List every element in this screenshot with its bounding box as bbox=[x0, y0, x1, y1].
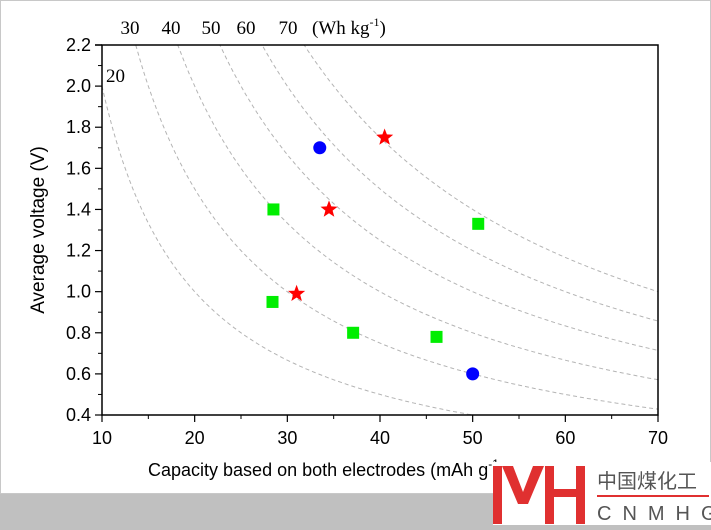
energy-curve-30 bbox=[135, 45, 658, 410]
energy-curve-70 bbox=[303, 45, 658, 293]
x-axis-label: Capacity based on both electrodes (mAh g… bbox=[148, 457, 505, 480]
x-tick-label: 70 bbox=[648, 428, 668, 448]
x-tick-label: 40 bbox=[370, 428, 390, 448]
energy-unit-text: (Wh kg bbox=[312, 18, 370, 39]
x-tick-label: 60 bbox=[555, 428, 575, 448]
data-point-circle bbox=[466, 367, 480, 381]
watermark: 中国煤化工 CNMHG bbox=[493, 462, 711, 525]
watermark-chinese: 中国煤化工 bbox=[597, 469, 697, 493]
x-axis-label-text: Capacity based on both electrodes (mAh g bbox=[148, 460, 488, 480]
energy-label-60: 60 bbox=[237, 18, 256, 39]
energy-curve-40 bbox=[177, 45, 658, 381]
data-point-star bbox=[376, 128, 394, 145]
chart-canvas bbox=[0, 0, 711, 494]
x-tick-label: 10 bbox=[92, 428, 112, 448]
data-point-star bbox=[288, 284, 306, 301]
plot-frame bbox=[101, 44, 659, 416]
energy-label-70: 70 bbox=[279, 18, 298, 39]
energy-curve-20 bbox=[102, 85, 476, 415]
data-point-star bbox=[320, 200, 338, 217]
data-point-square bbox=[347, 326, 360, 339]
energy-label-20: 20 bbox=[106, 66, 125, 87]
energy-curve-50 bbox=[219, 45, 658, 351]
watermark-logo-icon: 中国煤化工 CNMHG bbox=[493, 466, 711, 525]
y-tick-label: 2.0 bbox=[66, 76, 91, 96]
data-point-circle bbox=[313, 141, 327, 155]
data-point-square bbox=[267, 203, 280, 216]
data-point-square bbox=[266, 295, 279, 308]
y-tick-label: 0.6 bbox=[66, 364, 91, 384]
y-tick-label: 0.4 bbox=[66, 405, 91, 425]
energy-unit-label: (Wh kg-1) bbox=[312, 15, 386, 39]
y-tick-label: 1.0 bbox=[66, 282, 91, 302]
y-tick-label: 1.2 bbox=[66, 241, 91, 261]
energy-label-50: 50 bbox=[202, 18, 221, 39]
y-tick-label: 1.6 bbox=[66, 158, 91, 178]
data-point-square bbox=[430, 330, 443, 343]
y-tick-label: 1.8 bbox=[66, 117, 91, 137]
y-tick-label: 1.4 bbox=[66, 199, 91, 219]
watermark-latin: CNMHG bbox=[597, 503, 711, 525]
x-tick-label: 50 bbox=[463, 428, 483, 448]
energy-label-40: 40 bbox=[162, 18, 181, 39]
y-tick-label: 0.8 bbox=[66, 323, 91, 343]
y-axis-label: Average voltage (V) bbox=[28, 146, 49, 314]
energy-curve-60 bbox=[261, 45, 658, 322]
energy-unit-end: ) bbox=[380, 18, 386, 39]
energy-label-30: 30 bbox=[121, 18, 140, 39]
data-point-square bbox=[472, 217, 485, 230]
energy-unit-sup: -1 bbox=[370, 15, 380, 29]
y-tick-label: 2.2 bbox=[66, 35, 91, 55]
x-tick-label: 20 bbox=[185, 428, 205, 448]
x-tick-label: 30 bbox=[277, 428, 297, 448]
